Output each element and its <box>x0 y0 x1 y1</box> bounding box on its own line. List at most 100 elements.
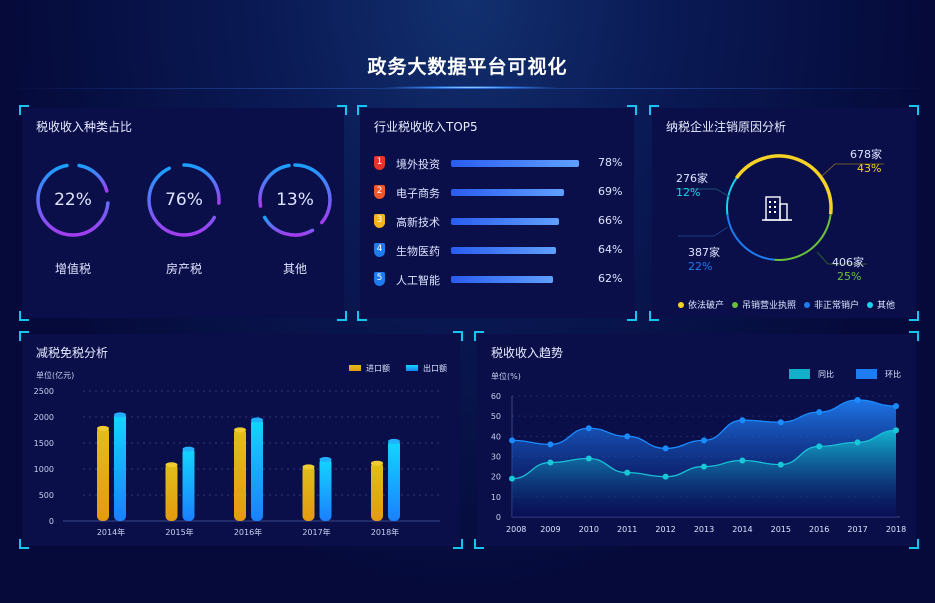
rank-badge-icon: 3 <box>374 214 385 228</box>
page-title: 政务大数据平台可视化 <box>367 56 568 78</box>
top5-row: 4 生物医药 64% <box>360 243 634 259</box>
legend-dot-icon <box>804 302 811 308</box>
legend-item: 非正常销户 <box>804 298 859 311</box>
data-point <box>547 459 554 466</box>
bar-cap <box>371 460 383 466</box>
gauge-value: 76% <box>165 190 203 210</box>
segment-percent: 12% <box>676 186 701 199</box>
legend-dot-icon <box>678 302 684 308</box>
tax-type-panel: 税收收入种类占比 22% 76% 13% 增值税 房产税 其他 <box>19 105 347 321</box>
data-point <box>662 445 669 452</box>
donut-chart <box>676 154 884 265</box>
donut-segment <box>726 214 775 261</box>
header-glow <box>380 86 560 89</box>
industry-label: 高新技术 <box>396 216 440 229</box>
x-tick-label: 2014年 <box>97 527 125 537</box>
industry-label: 电子商务 <box>396 187 440 200</box>
x-tick-label: 2017 <box>847 525 867 534</box>
x-tick-label: 2012 <box>655 525 675 534</box>
gauge-label: 房产税 <box>165 262 202 276</box>
industry-percent: 78% <box>598 156 623 169</box>
bar-cap <box>251 417 263 423</box>
donut-segment <box>774 214 832 261</box>
x-tick-label: 2013 <box>694 525 714 534</box>
data-point <box>585 425 592 432</box>
bar-出口额 <box>319 457 332 521</box>
legend-item: 依法破产 <box>678 298 724 311</box>
industry-label: 境外投资 <box>396 158 440 171</box>
progress-bar <box>451 160 579 167</box>
gauge-value: 13% <box>276 190 314 210</box>
progress-bar <box>451 247 557 254</box>
y-tick-label: 500 <box>39 491 54 500</box>
top5-row: 1 境外投资 78% <box>360 156 634 172</box>
x-tick-label: 2016 <box>809 525 829 534</box>
gauge-arc <box>77 163 109 193</box>
data-point <box>739 457 746 464</box>
segment-percent: 43% <box>857 162 882 175</box>
segment-count: 406家 <box>832 256 864 269</box>
cancel-panel: 纳税企业注销原因分析 678家 43% 406家 25% 387家 22% 27… <box>649 105 919 321</box>
gauge-arc <box>182 163 221 205</box>
bar-cap <box>114 412 126 418</box>
top5-row: 3 高新技术 66% <box>360 214 634 230</box>
gauge-rings <box>36 163 332 237</box>
gauge-arc <box>262 215 315 237</box>
bar-cap <box>302 464 315 470</box>
donut-segment <box>734 154 833 215</box>
y-tick-label: 30 <box>491 453 501 462</box>
y-tick-label: 2000 <box>34 413 54 422</box>
x-tick-label: 2008 <box>506 525 526 534</box>
bar-cap <box>388 438 400 444</box>
y-tick-label: 50 <box>491 412 501 421</box>
legend-label: 进口额 <box>366 363 390 373</box>
tax-trend-panel: 税收收入趋势 单位(%) 0 10 20 30 40 50 60 2008 2009 2010 201… <box>474 331 919 549</box>
industry-percent: 66% <box>598 214 623 227</box>
data-point <box>585 455 592 462</box>
area-同比 <box>512 430 896 517</box>
rank-badge-icon: 4 <box>374 243 385 257</box>
industry-percent: 64% <box>598 243 623 256</box>
data-point <box>701 463 707 470</box>
legend-label: 环比 <box>885 369 901 379</box>
bar-cap <box>97 425 109 431</box>
panel-title: 行业税收收入TOP5 <box>374 120 478 134</box>
donut-legend: 依法破产 吊销营业执照 非正常销户 其他 <box>678 298 895 311</box>
panel-title: 减税免税分析 <box>36 346 109 360</box>
segment-percent: 22% <box>688 260 713 273</box>
data-point <box>816 443 823 450</box>
y-tick-label: 40 <box>491 432 501 441</box>
x-tick-label: 2016年 <box>234 527 262 537</box>
data-point <box>739 417 746 424</box>
tax-relief-panel: 减税免税分析 单位(亿元) 0 500 1000 1500 2000 2500 2014年 20… <box>19 331 463 549</box>
data-point <box>701 437 707 444</box>
bar-cap <box>234 427 246 433</box>
data-point <box>893 427 899 434</box>
rank-badge-icon: 5 <box>374 272 385 286</box>
data-point <box>854 439 861 446</box>
bar-进口额 <box>371 461 383 521</box>
donut-segment <box>726 177 738 215</box>
gauge-label: 其他 <box>282 262 307 276</box>
x-tick-label: 2015 <box>771 525 791 534</box>
y-tick-label: 10 <box>491 493 501 502</box>
panel-title: 税收收入种类占比 <box>36 120 133 134</box>
bar-出口额 <box>388 439 400 521</box>
segment-percent: 25% <box>837 270 862 283</box>
bar-进口额 <box>165 462 178 521</box>
top5-panel: 行业税收收入TOP5 1 境外投资 78% 2 电子商务 69% 3 高新技术 … <box>357 105 637 321</box>
y-tick-label: 0 <box>496 513 501 522</box>
legend-dot-icon <box>732 302 739 308</box>
rank-badge-icon: 2 <box>374 185 385 199</box>
legend-swatch <box>406 365 418 371</box>
data-point <box>777 419 784 426</box>
y-tick-label: 2500 <box>34 387 54 396</box>
data-point <box>893 403 899 410</box>
data-point <box>854 397 861 404</box>
data-point <box>509 475 515 482</box>
top5-row: 5 人工智能 62% <box>360 272 634 288</box>
x-tick-label: 2017年 <box>302 527 330 537</box>
bar-出口额 <box>182 447 195 521</box>
legend-dot-icon <box>867 302 874 308</box>
segment-count: 678家 <box>850 148 882 161</box>
